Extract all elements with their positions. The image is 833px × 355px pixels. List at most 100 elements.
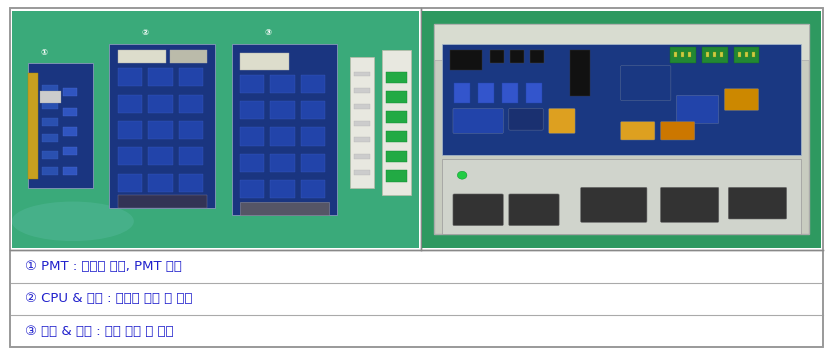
- Bar: [42, 134, 58, 142]
- Bar: [10, 283, 823, 315]
- Bar: [387, 131, 407, 142]
- FancyBboxPatch shape: [453, 108, 503, 133]
- Text: ① PMT : 발광량 측정, PMT 제어: ① PMT : 발광량 측정, PMT 제어: [25, 260, 182, 273]
- Text: ①: ①: [40, 48, 47, 57]
- FancyBboxPatch shape: [509, 194, 559, 225]
- Bar: [240, 154, 264, 172]
- Bar: [434, 24, 810, 60]
- Bar: [148, 94, 172, 113]
- Bar: [301, 127, 325, 146]
- Bar: [117, 195, 207, 208]
- Bar: [570, 50, 590, 96]
- Bar: [28, 73, 38, 179]
- FancyBboxPatch shape: [621, 66, 671, 100]
- Bar: [270, 154, 295, 172]
- Bar: [354, 137, 370, 142]
- Bar: [752, 52, 755, 57]
- Bar: [40, 91, 61, 103]
- Bar: [62, 167, 77, 175]
- Bar: [10, 251, 823, 283]
- Bar: [240, 180, 264, 198]
- Bar: [270, 101, 295, 119]
- Bar: [720, 52, 723, 57]
- Bar: [478, 83, 494, 103]
- Bar: [354, 72, 370, 76]
- Bar: [745, 52, 748, 57]
- Bar: [421, 8, 823, 251]
- FancyBboxPatch shape: [661, 187, 719, 222]
- Text: ②: ②: [142, 28, 149, 37]
- Bar: [42, 101, 58, 109]
- Bar: [178, 94, 203, 113]
- Bar: [354, 104, 370, 109]
- Bar: [434, 24, 810, 234]
- Bar: [713, 52, 716, 57]
- Bar: [232, 44, 337, 215]
- Bar: [62, 108, 77, 116]
- Bar: [502, 83, 518, 103]
- Bar: [734, 47, 760, 63]
- Bar: [10, 315, 823, 347]
- Bar: [387, 72, 407, 83]
- Bar: [530, 50, 544, 63]
- Bar: [109, 44, 215, 208]
- Bar: [526, 83, 542, 103]
- Bar: [450, 50, 482, 70]
- Bar: [178, 121, 203, 139]
- FancyBboxPatch shape: [581, 187, 647, 222]
- Bar: [354, 88, 370, 93]
- Bar: [178, 174, 203, 192]
- Bar: [62, 147, 77, 155]
- FancyBboxPatch shape: [661, 121, 695, 140]
- Bar: [42, 118, 58, 126]
- Bar: [354, 170, 370, 175]
- Bar: [10, 8, 421, 251]
- Bar: [301, 154, 325, 172]
- Bar: [117, 174, 142, 192]
- FancyBboxPatch shape: [453, 194, 503, 225]
- Bar: [442, 159, 801, 234]
- Bar: [688, 52, 691, 57]
- Bar: [240, 54, 288, 70]
- Bar: [387, 151, 407, 162]
- Bar: [240, 101, 264, 119]
- Bar: [62, 88, 77, 96]
- Bar: [178, 68, 203, 86]
- Bar: [148, 121, 172, 139]
- Bar: [387, 170, 407, 182]
- Bar: [737, 52, 741, 57]
- Bar: [387, 111, 407, 122]
- Bar: [42, 85, 58, 93]
- Bar: [62, 127, 77, 136]
- FancyBboxPatch shape: [725, 89, 759, 110]
- Bar: [490, 50, 504, 63]
- Bar: [148, 68, 172, 86]
- Bar: [454, 83, 470, 103]
- Bar: [510, 50, 524, 63]
- Bar: [240, 75, 264, 93]
- Bar: [442, 44, 801, 155]
- Ellipse shape: [12, 202, 134, 241]
- FancyBboxPatch shape: [728, 187, 786, 219]
- Bar: [301, 75, 325, 93]
- Bar: [382, 50, 411, 195]
- Circle shape: [457, 171, 467, 179]
- Bar: [670, 47, 696, 63]
- Bar: [240, 202, 329, 215]
- Text: ② CPU & 통신 : 시스템 제어 및 통신: ② CPU & 통신 : 시스템 제어 및 통신: [25, 292, 192, 305]
- Bar: [148, 174, 172, 192]
- Bar: [301, 180, 325, 198]
- Bar: [178, 147, 203, 165]
- Bar: [117, 50, 167, 63]
- Text: ③: ③: [264, 28, 272, 37]
- Bar: [117, 147, 142, 165]
- Bar: [387, 91, 407, 103]
- Bar: [240, 127, 264, 146]
- Bar: [42, 167, 58, 175]
- Bar: [354, 121, 370, 126]
- FancyBboxPatch shape: [549, 108, 575, 133]
- FancyBboxPatch shape: [621, 121, 655, 140]
- FancyBboxPatch shape: [676, 95, 719, 124]
- Bar: [301, 101, 325, 119]
- Bar: [117, 94, 142, 113]
